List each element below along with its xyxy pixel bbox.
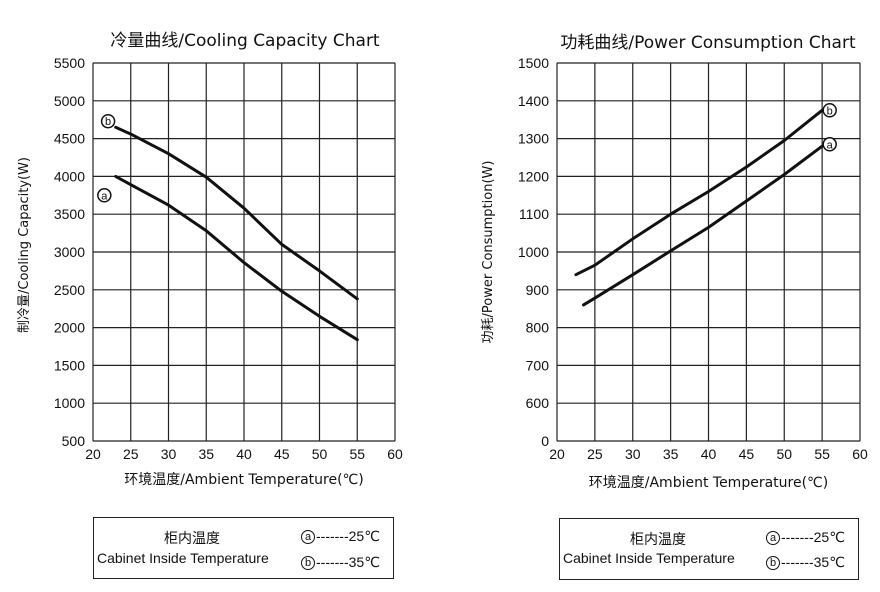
y-tick-label: 5000 [54, 93, 85, 109]
y-tick-label: 5500 [54, 55, 85, 71]
series-a-marker-letter: a [101, 190, 108, 202]
y-tick-label: 4000 [54, 168, 85, 184]
x-tick-label: 45 [739, 446, 755, 462]
series-a-marker: a [766, 530, 780, 545]
x-tick-label: 40 [701, 446, 717, 462]
series-b-marker-letter: b [105, 116, 111, 128]
series-b-marker: b [766, 555, 780, 570]
x-tick-label: 30 [625, 446, 641, 462]
x-axis-label: 环境温度/Ambient Temperature(℃) [124, 472, 363, 488]
y-tick-label: 0 [541, 433, 549, 449]
y-tick-label: 500 [62, 433, 86, 449]
chart-title: 冷量曲线/Cooling Capacity Chart [110, 31, 380, 51]
series-line-b [114, 125, 359, 301]
x-tick-label: 60 [852, 446, 868, 462]
y-tick-label: 4500 [54, 131, 85, 147]
series-a-marker: a [301, 529, 315, 544]
y-tick-label: 600 [526, 395, 550, 411]
x-tick-label: 35 [663, 446, 679, 462]
legend-entry-b: b -------35℃ [301, 554, 380, 571]
y-tick-label: 700 [526, 357, 550, 373]
legend-box-right: 柜内温度 Cabinet Inside Temperature a ------… [559, 518, 859, 580]
y-tick-label: 1500 [54, 357, 85, 373]
y-tick-label: 3000 [54, 244, 85, 260]
series-line-b [574, 108, 824, 277]
legend-title-cn: 柜内温度 [164, 531, 220, 547]
legend-title-cn: 柜内温度 [630, 532, 686, 548]
x-tick-label: 40 [236, 446, 252, 462]
legend-entry-b: b -------35℃ [766, 554, 845, 571]
legend-entry-b-text: -------35℃ [316, 554, 380, 570]
y-tick-label: 2000 [54, 320, 85, 336]
x-tick-label: 50 [312, 446, 328, 462]
y-axis-label: 制冷量/Cooling Capacity(W) [17, 157, 32, 333]
series-b-marker [822, 103, 837, 118]
y-tick-label: 900 [526, 282, 550, 298]
series-line-a [114, 174, 359, 342]
legend-entry-a-text: -------25℃ [316, 528, 380, 544]
y-tick-label: 1100 [519, 206, 549, 222]
legend-entry-a: a -------25℃ [766, 529, 845, 546]
x-tick-label: 20 [549, 446, 565, 462]
legend-entry-a: a -------25℃ [301, 528, 380, 545]
y-tick-label: 3500 [54, 206, 85, 222]
legend-entry-a-text: -------25℃ [781, 529, 845, 545]
y-tick-label: 1400 [518, 93, 549, 109]
legend-entry-b-text: -------35℃ [781, 554, 845, 570]
y-tick-label: 800 [526, 320, 550, 336]
series-a-marker-letter: a [827, 139, 834, 151]
series-a-marker [97, 188, 112, 203]
series-line-a [582, 144, 824, 307]
y-tick-label: 1000 [518, 244, 549, 260]
legend-title-en: Cabinet Inside Temperature [563, 550, 735, 566]
y-tick-label: 1200 [518, 168, 549, 184]
y-tick-label: 1000 [54, 395, 85, 411]
x-tick-label: 50 [776, 446, 792, 462]
x-tick-label: 55 [349, 446, 365, 462]
series-b-marker [100, 113, 116, 129]
x-tick-label: 55 [814, 446, 830, 462]
x-tick-label: 60 [387, 446, 403, 462]
x-tick-label: 35 [198, 446, 214, 462]
legend-title-en: Cabinet Inside Temperature [97, 550, 269, 566]
y-tick-label: 1500 [518, 55, 549, 71]
x-tick-label: 30 [161, 446, 177, 462]
y-tick-label: 1300 [518, 131, 549, 147]
y-tick-label: 2500 [54, 282, 85, 298]
x-tick-label: 25 [587, 446, 603, 462]
y-axis-label: 功耗/Power Consumption(W) [481, 161, 496, 344]
x-axis-label: 环境温度/Ambient Temperature(℃) [589, 475, 828, 491]
series-b-marker-letter: b [827, 105, 833, 117]
series-b-marker: b [301, 555, 315, 570]
chart-title: 功耗曲线/Power Consumption Chart [560, 33, 856, 53]
legend-box-left: 柜内温度 Cabinet Inside Temperature a ------… [93, 517, 394, 579]
x-tick-label: 25 [123, 446, 139, 462]
x-tick-label: 20 [85, 446, 101, 462]
series-a-marker [822, 137, 837, 152]
x-tick-label: 45 [274, 446, 290, 462]
